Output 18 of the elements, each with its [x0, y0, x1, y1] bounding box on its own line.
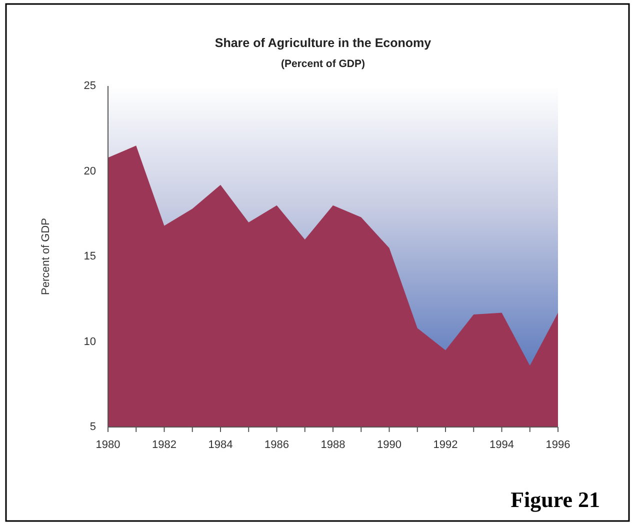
x-tick-label: 1994: [490, 439, 514, 451]
y-axis-title: Percent of GDP: [40, 218, 52, 296]
x-tick-label: 1982: [152, 439, 176, 451]
chart-title: Share of Agriculture in the Economy: [214, 36, 432, 50]
x-tick-label: 1990: [377, 439, 402, 451]
y-tick-label: 25: [84, 80, 96, 92]
x-tick-label: 1984: [208, 439, 233, 451]
x-tick-label: 1980: [96, 439, 120, 451]
chart-subtitle: (Percent of GDP): [280, 58, 366, 70]
y-tick-label: 5: [90, 421, 96, 433]
x-tick-label: 1992: [433, 439, 458, 451]
y-tick-label: 15: [84, 250, 96, 262]
caption: Figure 21: [510, 487, 600, 512]
x-tick-label: 1988: [320, 439, 346, 451]
x-tick-label: 1996: [546, 439, 570, 451]
y-tick-label: 20: [84, 165, 96, 178]
x-tick-label: 1986: [264, 439, 289, 451]
y-tick-label: 10: [84, 336, 96, 348]
